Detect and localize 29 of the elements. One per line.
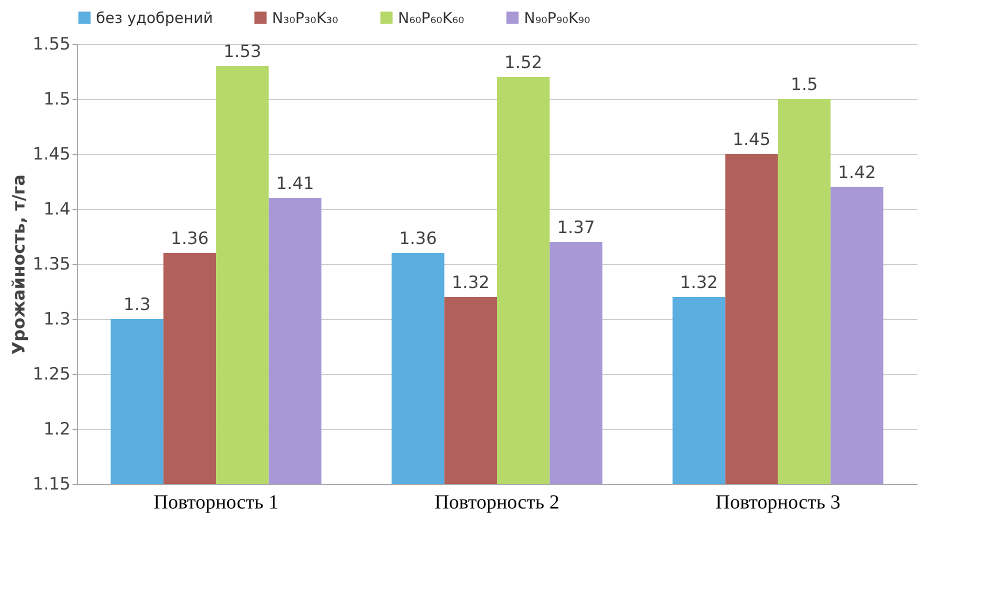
y-tick-label: 1.55 [32, 34, 70, 54]
legend-label: N₆₀P₆₀K₆₀ [398, 8, 464, 27]
y-tick-label: 1.45 [32, 144, 70, 164]
y-tick-label: 1.4 [43, 200, 70, 220]
y-tick-label: 1.3 [43, 310, 70, 330]
y-tick-label: 1.2 [43, 420, 70, 440]
data-label: 1.32 [452, 273, 490, 293]
legend-label: N₉₀P₉₀K₉₀ [524, 8, 590, 27]
data-label: 1.52 [504, 53, 542, 73]
data-label: 1.3 [124, 295, 151, 315]
data-label: 1.53 [223, 42, 262, 62]
y-tick-label: 1.25 [32, 364, 70, 384]
x-tick-label: Повторность 3 [716, 492, 840, 514]
legend-label: без удобрений [96, 8, 213, 27]
data-label: 1.36 [170, 229, 209, 249]
data-label: 1.32 [680, 273, 718, 293]
data-label: 1.42 [838, 163, 876, 183]
y-tick-label: 1.15 [32, 474, 70, 494]
data-label: 1.45 [732, 130, 771, 150]
data-label: 1.41 [276, 174, 314, 194]
x-tick-label: Повторность 2 [434, 492, 560, 514]
data-label: 1.36 [399, 229, 437, 249]
x-tick-label: Повторность 1 [154, 492, 278, 514]
y-tick-label: 1.5 [43, 90, 70, 110]
data-label: 1.37 [557, 218, 595, 238]
legend-label: N₃₀P₃₀K₃₀ [272, 8, 338, 27]
data-label: 1.5 [790, 75, 818, 95]
y-tick-label: 1.35 [32, 254, 70, 274]
y-axis-title: Урожайность, т/га [10, 174, 30, 355]
